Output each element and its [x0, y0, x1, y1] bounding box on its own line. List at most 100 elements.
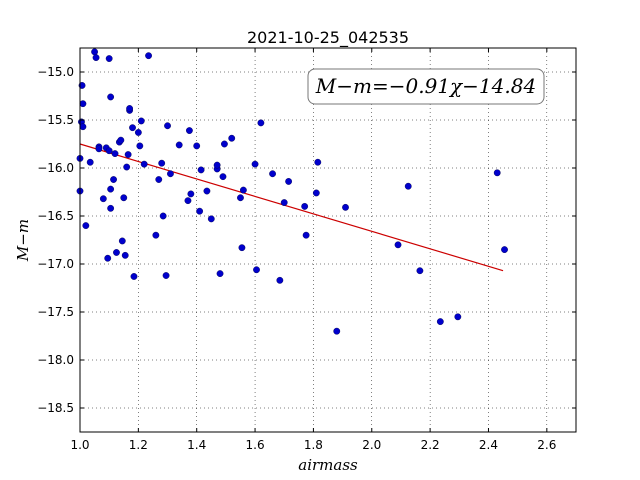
y-tick-label: −17.5 [37, 305, 74, 319]
data-point [121, 251, 129, 259]
data-point [145, 52, 152, 60]
data-point [196, 207, 204, 215]
data-point [501, 246, 508, 254]
data-point [140, 160, 148, 168]
data-point [158, 159, 166, 167]
x-tick-label: 1.2 [129, 438, 148, 452]
data-point [237, 194, 244, 202]
data-point [110, 176, 117, 183]
data-point [239, 186, 247, 194]
x-tick-label: 2.0 [362, 438, 381, 452]
x-tick-label: 1.4 [187, 438, 206, 452]
data-point [123, 163, 131, 171]
data-point [219, 173, 227, 181]
axis-ticks: 1.0 1.2 1.4 1.6 1.8 2.0 2.2 2.4 2.6 −15.0 −15.5 −16… [37, 48, 576, 452]
y-tick-label: −15.5 [37, 113, 74, 127]
data-point [95, 145, 103, 153]
annotation-frame [307, 68, 545, 105]
data-point [203, 187, 211, 195]
y-tick-label: −16.0 [37, 161, 74, 175]
fit-line-group [79, 143, 504, 272]
y-axis-label: M−m [14, 219, 32, 262]
data-point [186, 127, 193, 134]
x-tick-label: 1.6 [246, 438, 265, 452]
annotation-box: M−m=−0.91χ−14.84 [307, 68, 545, 105]
x-tick-label: 2.4 [479, 438, 498, 452]
data-point [302, 231, 310, 239]
data-point [91, 48, 98, 56]
x-tick-label: 2.2 [421, 438, 440, 452]
y-tick-label: −17.0 [37, 257, 74, 271]
data-point [312, 189, 320, 197]
fit-line [79, 143, 504, 272]
data-point [207, 215, 215, 223]
data-point [92, 54, 100, 61]
fit-equation-label: M−m=−0.91χ−14.84 [315, 74, 536, 98]
data-point [107, 93, 115, 101]
plot-frame [79, 47, 577, 433]
data-point [162, 272, 170, 279]
data-point [253, 266, 260, 274]
data-point [152, 231, 160, 239]
data-point [86, 158, 94, 166]
data-point [79, 123, 87, 131]
chart-title: 2021-10-25_042535 [247, 28, 409, 48]
data-point [333, 327, 341, 335]
data-point [79, 100, 87, 108]
data-point [436, 318, 444, 325]
grid-lines [79, 48, 576, 432]
data-point [117, 136, 125, 144]
y-tick-label: −16.5 [37, 209, 74, 223]
data-point [175, 141, 183, 149]
data-point [301, 202, 309, 210]
data-point [314, 158, 322, 166]
data-point [155, 176, 163, 183]
data-point [105, 147, 113, 155]
data-point [126, 105, 134, 112]
data-point [213, 161, 221, 169]
data-point [280, 199, 288, 206]
data-point [159, 212, 167, 220]
data-point [342, 203, 349, 211]
data-point [238, 244, 246, 252]
x-tick-label: 2.6 [537, 438, 556, 452]
data-point [197, 166, 205, 174]
data-point [107, 204, 115, 212]
data-point [130, 273, 138, 280]
data-point [111, 150, 119, 158]
data-point [276, 276, 284, 284]
y-tick-label: −18.0 [37, 353, 74, 367]
data-point [120, 194, 128, 202]
data-point [269, 170, 276, 178]
data-point [257, 119, 265, 127]
data-point [113, 249, 120, 256]
x-tick-label: 1.8 [304, 438, 323, 452]
x-tick-label: 1.0 [70, 438, 89, 452]
data-point [193, 142, 201, 150]
data-point [251, 160, 259, 168]
data-point [104, 254, 112, 262]
data-point [454, 313, 462, 321]
data-point [167, 170, 174, 178]
data-point [184, 197, 192, 205]
data-point [99, 195, 107, 203]
data-point [216, 270, 224, 277]
data-point [129, 124, 136, 132]
data-point [124, 151, 132, 158]
data-point [136, 142, 144, 150]
data-point [118, 237, 126, 245]
y-tick-label: −15.0 [37, 65, 74, 79]
data-point [82, 222, 90, 230]
y-tick-label: −18.5 [37, 401, 74, 415]
data-point [394, 241, 402, 249]
data-point [416, 267, 424, 275]
data-point [493, 169, 501, 177]
data-point [105, 55, 113, 62]
data-point [164, 122, 171, 130]
x-axis-label: airmass [298, 456, 358, 474]
data-point [187, 190, 195, 198]
data-point [404, 182, 412, 190]
data-point [134, 129, 142, 136]
data-point [107, 185, 115, 193]
